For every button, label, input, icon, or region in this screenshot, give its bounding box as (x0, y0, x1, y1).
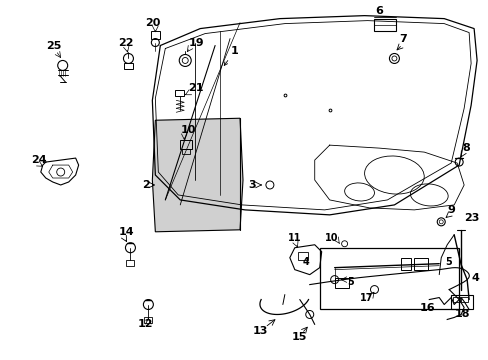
Bar (452, 297, 459, 302)
Text: 24: 24 (31, 155, 46, 165)
Text: 22: 22 (118, 37, 134, 48)
Text: 14: 14 (118, 227, 134, 237)
Text: 2: 2 (142, 180, 150, 190)
Bar (144, 318, 152, 323)
Text: 5: 5 (444, 257, 451, 267)
Text: 10: 10 (324, 233, 338, 243)
Bar (450, 294, 472, 310)
Text: 18: 18 (453, 310, 469, 319)
Text: 3: 3 (247, 180, 255, 190)
Bar (151, 31, 160, 39)
Bar (124, 63, 133, 69)
Bar (175, 90, 184, 96)
Text: 25: 25 (46, 41, 61, 50)
Text: 16: 16 (419, 302, 434, 312)
Text: 8: 8 (461, 143, 469, 153)
Polygon shape (152, 118, 243, 232)
Text: 15: 15 (291, 332, 307, 342)
Text: 4: 4 (470, 273, 478, 283)
Bar (126, 260, 134, 266)
Bar (413, 258, 427, 270)
Bar (182, 149, 190, 154)
Text: 7: 7 (399, 33, 407, 44)
Text: 17: 17 (359, 293, 372, 302)
Bar (401, 258, 410, 270)
Text: 6: 6 (375, 6, 383, 15)
Bar (319, 248, 458, 310)
Bar (297, 252, 307, 260)
Text: 10: 10 (180, 125, 195, 135)
Bar (374, 19, 396, 31)
Text: 20: 20 (144, 18, 160, 28)
Text: 1: 1 (224, 45, 239, 66)
Bar (180, 140, 192, 149)
Bar (460, 297, 467, 302)
Bar (334, 278, 348, 288)
Text: 23: 23 (463, 213, 479, 223)
Text: 21: 21 (188, 84, 203, 93)
Text: 9: 9 (447, 205, 454, 215)
Text: 19: 19 (188, 37, 203, 48)
Text: 5: 5 (347, 276, 354, 287)
Text: 12: 12 (137, 319, 153, 329)
Text: 11: 11 (287, 233, 301, 243)
Text: 13: 13 (252, 327, 267, 336)
Text: 4: 4 (303, 257, 309, 267)
